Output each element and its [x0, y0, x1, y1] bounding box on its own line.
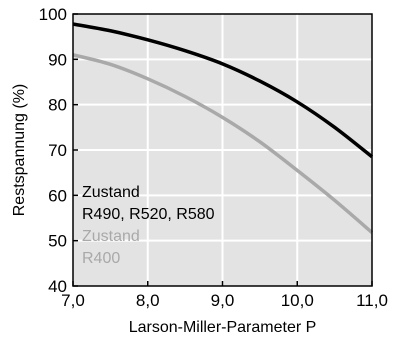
- y-tick-label: 50: [48, 232, 67, 251]
- series-line-2: [72, 53, 374, 234]
- y-tick-label: 40: [48, 277, 67, 296]
- tick-labels: 7,0 8,0 9,0 10,0 11,0 40 50 60 70 80 90 100: [39, 5, 388, 310]
- x-tick-label: 9,0: [211, 291, 235, 310]
- series-line-1: [72, 22, 374, 159]
- y-tick-label: 90: [48, 50, 67, 69]
- annotation-2-line-1: Zustand: [82, 228, 140, 245]
- y-tick-label: 80: [48, 96, 67, 115]
- x-tick-label: 8,0: [136, 291, 160, 310]
- series-layer: [72, 22, 374, 234]
- x-axis-title: Larson-Miller-Parameter P: [129, 319, 317, 336]
- ticks: [72, 13, 373, 287]
- annotations: Zustand R490, R520, R580 Zustand R400: [82, 184, 215, 267]
- annotation-1-line-1: Zustand: [82, 184, 140, 201]
- y-tick-label: 100: [39, 5, 67, 24]
- x-tick-label: 7,0: [61, 291, 85, 310]
- y-axis-title: Restspannung (%): [11, 84, 28, 217]
- y-tick-label: 70: [48, 141, 67, 160]
- annotation-1-line-2: R490, R520, R580: [82, 206, 215, 223]
- x-tick-label: 10,0: [281, 291, 314, 310]
- y-tick-label: 60: [48, 186, 67, 205]
- x-tick-label: 11,0: [356, 291, 388, 310]
- grid: [73, 14, 372, 286]
- annotation-2-line-2: R400: [82, 250, 120, 267]
